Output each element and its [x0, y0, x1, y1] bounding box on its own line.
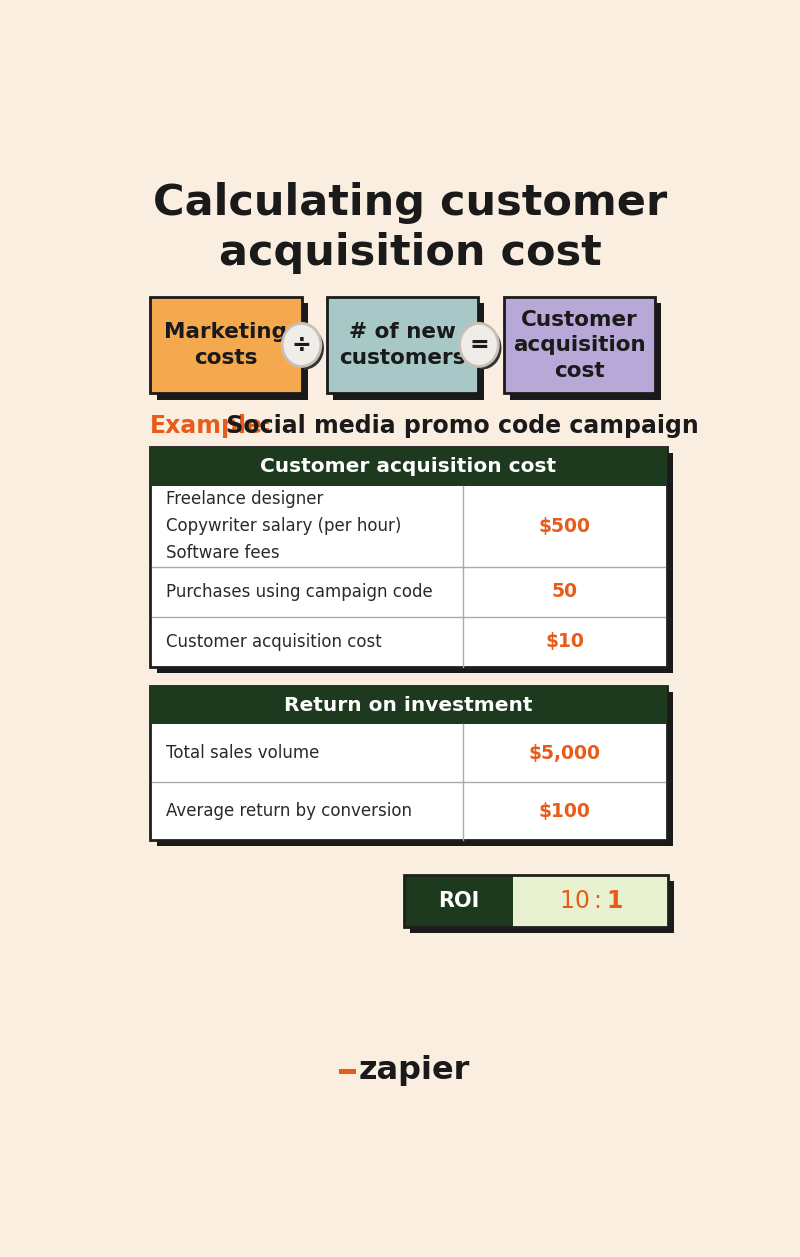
Text: Freelance designer
Copywriter salary (per hour)
Software fees: Freelance designer Copywriter salary (pe… — [166, 490, 402, 562]
Text: $100: $100 — [538, 802, 590, 821]
Bar — [510, 303, 661, 400]
Ellipse shape — [462, 327, 502, 370]
Text: # of new
customers: # of new customers — [339, 323, 466, 368]
Bar — [150, 686, 666, 840]
Text: Customer acquisition cost: Customer acquisition cost — [260, 458, 557, 476]
Bar — [338, 1068, 356, 1073]
Text: Purchases using campaign code: Purchases using campaign code — [166, 583, 433, 601]
Bar — [334, 303, 485, 400]
Ellipse shape — [282, 323, 321, 367]
Ellipse shape — [286, 327, 324, 370]
Text: Example:: Example: — [150, 415, 273, 439]
Text: Marketing
costs: Marketing costs — [165, 323, 287, 368]
Text: Calculating customer
acquisition cost: Calculating customer acquisition cost — [153, 182, 667, 274]
Ellipse shape — [459, 323, 498, 367]
Bar — [514, 875, 668, 926]
Text: Customer acquisition cost: Customer acquisition cost — [166, 632, 382, 651]
Text: zapier: zapier — [359, 1056, 470, 1086]
Bar — [150, 447, 666, 485]
Bar — [150, 297, 302, 393]
Text: 50: 50 — [551, 582, 578, 601]
Text: Total sales volume: Total sales volume — [166, 744, 319, 762]
Text: $10 : $1: $10 : $1 — [558, 889, 622, 913]
Text: Customer
acquisition
cost: Customer acquisition cost — [513, 309, 646, 381]
Text: $5,000: $5,000 — [529, 744, 601, 763]
Bar — [404, 875, 514, 926]
Bar — [327, 297, 478, 393]
Text: $500: $500 — [538, 517, 590, 535]
Text: ÷: ÷ — [292, 333, 311, 357]
Bar — [157, 454, 673, 672]
Bar — [157, 303, 308, 400]
Bar — [150, 686, 666, 724]
Text: ROI: ROI — [438, 891, 479, 911]
Bar — [410, 881, 674, 933]
Bar — [404, 875, 668, 926]
Bar — [150, 447, 666, 666]
Text: $10: $10 — [545, 632, 584, 651]
Bar — [157, 693, 673, 846]
Bar — [504, 297, 655, 393]
Text: =: = — [469, 333, 489, 357]
Text: Return on investment: Return on investment — [284, 695, 533, 715]
Text: Social media promo code campaign: Social media promo code campaign — [218, 415, 698, 439]
Text: Average return by conversion: Average return by conversion — [166, 802, 412, 820]
